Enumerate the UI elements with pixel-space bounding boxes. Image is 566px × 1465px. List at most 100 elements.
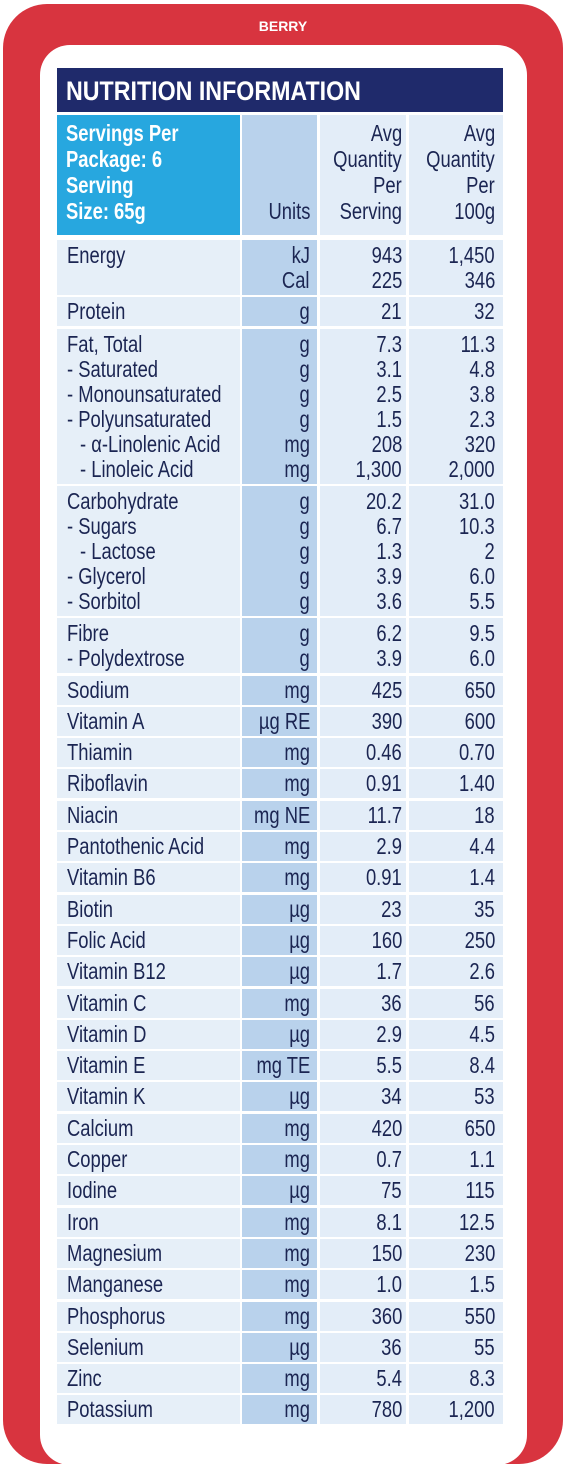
row-bg [320, 800, 406, 830]
row-bg [409, 1238, 503, 1268]
per-100g: 4.4 [469, 833, 495, 859]
unit: mg [284, 455, 310, 482]
per-serving: 1.0 [376, 1271, 402, 1298]
row-bg [409, 863, 503, 893]
unit: Cal [282, 267, 310, 293]
nutrient-name: - Polydextrose [67, 645, 185, 672]
per-100g: 1,450 [448, 242, 495, 268]
per-100g: 2,000 [448, 455, 495, 482]
row-bg [320, 1238, 406, 1268]
per-100g: 6.0 [469, 645, 495, 672]
nutrient-name: Pantothenic Acid [67, 833, 205, 859]
row-bg [57, 485, 240, 616]
row-bg [409, 1207, 503, 1237]
unit: mg [284, 1146, 310, 1172]
row-bg [242, 675, 317, 705]
row-bg [409, 800, 503, 830]
unit: g [299, 330, 310, 357]
per-serving: 150 [371, 1239, 402, 1266]
row-bg [242, 894, 317, 924]
row-bg [409, 297, 503, 327]
row-bg [320, 863, 406, 893]
per-100g: 2.3 [469, 405, 495, 432]
per-serving: 2.9 [376, 1020, 402, 1047]
per-serving: 0.91 [366, 864, 402, 891]
per-100g: 230 [464, 1239, 495, 1266]
per-100g: 1.5 [469, 1271, 495, 1298]
unit: g [299, 487, 310, 514]
header-per-100g: 100g [454, 198, 495, 224]
per-100g: 1.40 [459, 770, 495, 797]
per-100g: 1.4 [469, 864, 495, 891]
per-serving: 425 [371, 676, 402, 703]
per-100g: 250 [464, 926, 495, 953]
per-100g: 2 [484, 537, 495, 564]
header-servings-text: Servings Per [66, 120, 179, 146]
per-serving: 0.91 [366, 770, 402, 797]
row-bg [242, 988, 317, 1018]
unit: mg [284, 1114, 310, 1141]
nutrient-name: Vitamin C [67, 989, 147, 1016]
row-bg [320, 769, 406, 799]
unit: g [299, 537, 310, 564]
unit: mg [284, 430, 310, 457]
per-100g: 9.5 [469, 620, 495, 647]
header-servings-text: Size: 65g [66, 198, 146, 224]
per-serving: 2.5 [376, 380, 402, 407]
row-bg [320, 618, 406, 674]
per-serving: 2.9 [376, 833, 402, 859]
row-bg [320, 894, 406, 924]
row-bg [57, 863, 240, 893]
row-bg [242, 1332, 317, 1362]
row-bg [320, 957, 406, 987]
unit: µg RE [258, 707, 310, 734]
row-bg [57, 1364, 240, 1394]
row-bg [320, 328, 406, 484]
per-serving: 3.9 [376, 562, 402, 589]
nutrient-name: Vitamin A [67, 707, 145, 734]
nutrient-name: Magnesium [67, 1239, 163, 1266]
row-bg [242, 1301, 317, 1331]
row-bg [409, 769, 503, 799]
row-bg [320, 1207, 406, 1237]
unit: g [299, 355, 310, 382]
row-bg [320, 988, 406, 1018]
unit: mg [284, 770, 310, 797]
row-bg [409, 1332, 503, 1362]
per-100g: 1,200 [448, 1396, 495, 1423]
row-bg [409, 738, 503, 768]
row-bg [57, 1113, 240, 1143]
row-bg [242, 769, 317, 799]
per-100g: 4.5 [469, 1020, 495, 1047]
per-100g: 56 [474, 989, 495, 1016]
row-bg [57, 1051, 240, 1081]
row-bg [320, 738, 406, 768]
unit: mg [284, 1208, 310, 1235]
row-bg [57, 925, 240, 955]
unit: mg [284, 1271, 310, 1298]
per-serving: 0.46 [366, 739, 402, 766]
nutrient-name: Vitamin D [67, 1020, 147, 1047]
nutrient-name: Potassium [67, 1396, 153, 1423]
nutrient-name: Phosphorus [67, 1302, 166, 1329]
row-bg [320, 1082, 406, 1112]
per-100g: 3.8 [469, 380, 495, 407]
row-bg [242, 832, 317, 861]
unit: mg [284, 989, 310, 1016]
unit: µg [289, 895, 310, 922]
row-bg [242, 800, 317, 830]
nutrient-name: Iodine [67, 1177, 118, 1204]
row-bg [57, 675, 240, 705]
nutrient-name: Selenium [67, 1333, 144, 1360]
unit: g [299, 645, 310, 672]
nutrient-name: - Saturated [67, 355, 159, 382]
per-serving: 943 [371, 242, 402, 268]
per-serving: 360 [371, 1302, 402, 1329]
per-100g: 18 [474, 801, 495, 828]
per-serving: 20.2 [366, 487, 402, 514]
unit: µg [289, 958, 310, 985]
nutrient-name: Vitamin K [67, 1083, 146, 1110]
title: NUTRITION INFORMATION [66, 76, 361, 106]
per-serving: 75 [381, 1177, 402, 1204]
unit: mg [284, 739, 310, 766]
